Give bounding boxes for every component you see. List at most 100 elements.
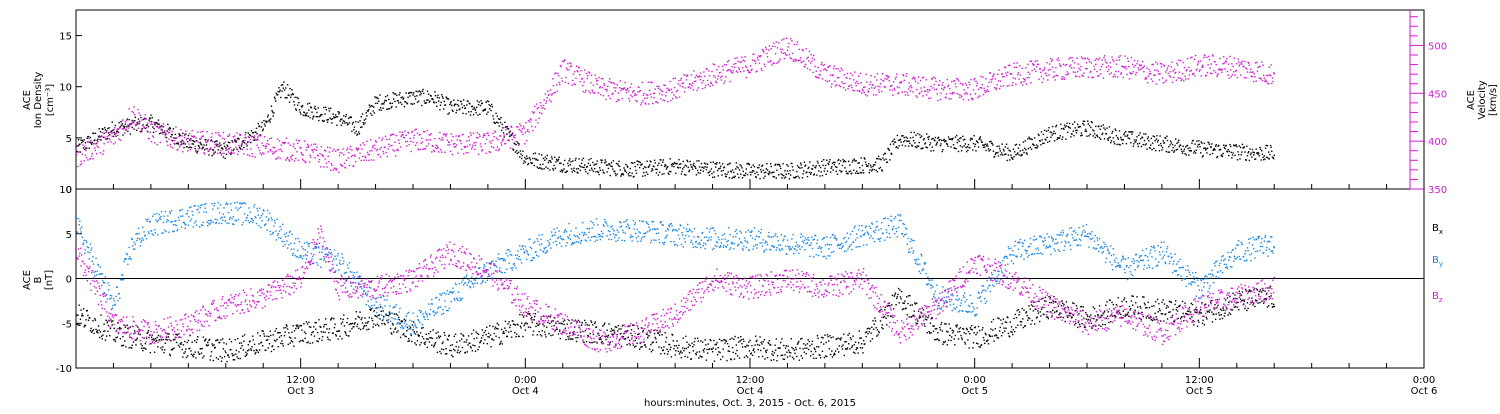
data-point <box>353 129 354 130</box>
data-point <box>205 139 206 140</box>
data-point <box>884 78 885 79</box>
data-point <box>614 83 615 84</box>
data-point <box>338 113 339 114</box>
data-point <box>387 108 388 109</box>
data-point <box>1171 150 1172 151</box>
data-point <box>100 136 101 137</box>
data-point <box>582 167 583 168</box>
data-point <box>770 163 771 164</box>
data-point <box>1049 141 1050 142</box>
data-point <box>697 76 698 77</box>
data-point <box>1244 151 1245 152</box>
data-point <box>408 338 409 339</box>
data-point <box>687 161 688 162</box>
data-point <box>822 175 823 176</box>
data-point <box>287 84 288 85</box>
data-point <box>1099 69 1100 70</box>
data-point <box>710 340 711 341</box>
data-point <box>172 140 173 141</box>
data-point <box>794 44 795 45</box>
data-point <box>712 177 713 178</box>
data-point <box>218 146 219 147</box>
data-point <box>327 337 328 338</box>
data-point <box>236 149 237 150</box>
data-point <box>572 160 573 161</box>
data-point <box>1017 74 1018 75</box>
data-point <box>1194 151 1195 152</box>
data-point <box>920 87 921 88</box>
data-point <box>267 140 268 141</box>
data-point <box>536 323 537 324</box>
data-point <box>653 93 654 94</box>
data-point <box>797 176 798 177</box>
data-point <box>847 173 848 174</box>
data-point <box>854 160 855 161</box>
data-point <box>497 122 498 123</box>
data-point <box>93 333 94 334</box>
data-point <box>878 89 879 90</box>
data-point <box>699 75 700 76</box>
data-point <box>85 325 86 326</box>
data-point <box>170 355 171 356</box>
data-point <box>514 332 515 333</box>
data-point <box>641 82 642 83</box>
data-point <box>1253 154 1254 155</box>
data-point <box>865 94 866 95</box>
data-point <box>671 89 672 90</box>
data-point <box>290 337 291 338</box>
data-point <box>422 336 423 337</box>
data-point <box>500 342 501 343</box>
data-point <box>370 113 371 114</box>
data-point <box>236 350 237 351</box>
data-point <box>341 165 342 166</box>
data-point <box>1167 67 1168 68</box>
data-point <box>1103 127 1104 128</box>
data-point <box>608 335 609 336</box>
data-point <box>1014 67 1015 68</box>
data-point <box>1147 138 1148 139</box>
data-point <box>496 138 497 139</box>
data-point <box>885 75 886 76</box>
data-point <box>990 79 991 80</box>
data-point <box>426 338 427 339</box>
data-point <box>669 171 670 172</box>
data-point <box>958 94 959 95</box>
data-point <box>97 140 98 141</box>
data-point <box>772 62 773 63</box>
data-point <box>213 154 214 155</box>
data-point <box>212 141 213 142</box>
data-point <box>183 344 184 345</box>
data-point <box>80 161 81 162</box>
data-point <box>181 135 182 136</box>
data-point <box>676 345 677 346</box>
data-point <box>611 166 612 167</box>
data-point <box>733 70 734 71</box>
data-point <box>306 342 307 343</box>
data-point <box>787 165 788 166</box>
data-point <box>603 172 604 173</box>
data-point <box>80 164 81 165</box>
data-point <box>470 111 471 112</box>
data-point <box>205 338 206 339</box>
data-point <box>444 332 445 333</box>
data-point <box>787 50 788 51</box>
data-point <box>807 68 808 69</box>
data-point <box>1206 57 1207 58</box>
data-point <box>623 333 624 334</box>
data-point <box>1145 77 1146 78</box>
data-point <box>423 93 424 94</box>
data-point <box>785 54 786 55</box>
data-point <box>555 72 556 73</box>
data-point <box>1194 59 1195 60</box>
data-point <box>769 171 770 172</box>
data-point <box>1142 137 1143 138</box>
data-point <box>197 336 198 337</box>
data-point <box>1229 56 1230 57</box>
data-point <box>947 86 948 87</box>
data-point <box>765 172 766 173</box>
data-point <box>406 330 407 331</box>
data-point <box>535 152 536 153</box>
data-point <box>696 90 697 91</box>
data-point <box>188 143 189 144</box>
data-point <box>528 120 529 121</box>
